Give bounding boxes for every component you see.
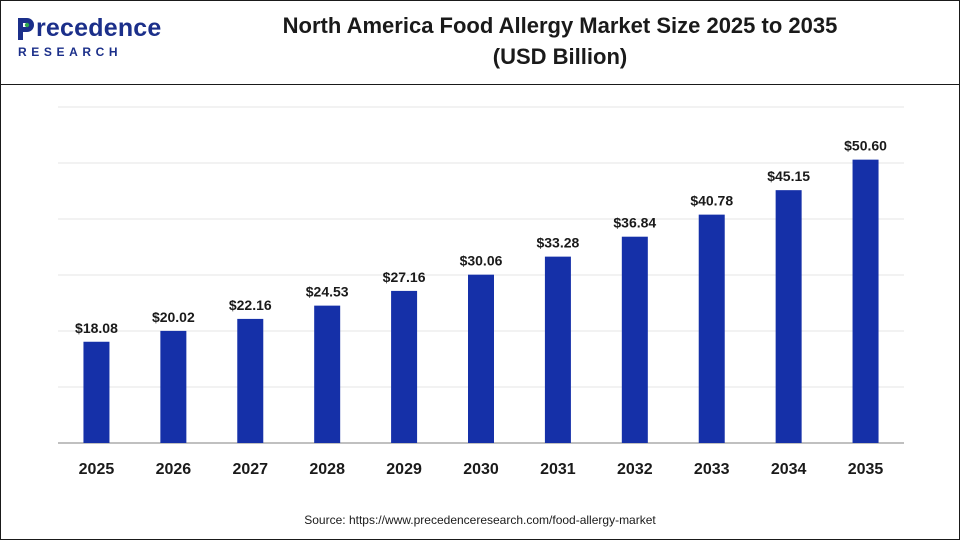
bar-2030 — [468, 274, 494, 443]
bar-2027 — [237, 318, 264, 443]
logo-wordmark: recedence — [36, 14, 162, 42]
data-label-2030: $30.06 — [460, 253, 503, 269]
brand-logo: recedence RESEARCH — [16, 14, 166, 64]
x-tick-label-2030: 2030 — [463, 461, 499, 478]
data-label-2028: $24.53 — [306, 284, 349, 300]
chart-title-line1: North America Food Allergy Market Size 2… — [282, 13, 838, 38]
bar-2025 — [83, 341, 110, 443]
x-tick-label-2026: 2026 — [156, 461, 192, 478]
bar-2035 — [852, 159, 879, 443]
data-label-2027: $22.16 — [229, 297, 272, 313]
data-label-2035: $50.60 — [844, 138, 887, 154]
x-tick-label-2029: 2029 — [386, 461, 422, 478]
source-note: Source: https://www.precedenceresearch.c… — [304, 513, 656, 527]
header: recedence RESEARCH North America Food Al… — [0, 0, 960, 85]
x-tick-label-2028: 2028 — [309, 461, 345, 478]
bar-2033 — [698, 214, 725, 443]
x-tick-label-2032: 2032 — [617, 461, 653, 478]
bar-2034 — [775, 190, 802, 443]
data-label-2025: $18.08 — [75, 320, 118, 336]
bar-2032 — [621, 236, 648, 443]
bar-2031 — [544, 256, 571, 443]
x-tick-label-2035: 2035 — [848, 461, 884, 478]
data-label-2032: $36.84 — [613, 215, 656, 231]
bar-2026 — [160, 330, 187, 443]
x-tick-label-2034: 2034 — [771, 461, 807, 478]
bar-chart: $18.08 2025 $20.02 2026 $22.16 2027 $24.53 2028… — [58, 106, 904, 478]
chart-title: North America Food Allergy Market Size 2… — [200, 10, 920, 72]
x-tick-label-2033: 2033 — [694, 461, 730, 478]
x-tick-label-2027: 2027 — [232, 461, 268, 478]
logo-p-icon — [16, 16, 36, 42]
chart-title-line2: (USD Billion) — [492, 44, 628, 69]
data-label-2034: $45.15 — [767, 168, 810, 184]
data-label-2029: $27.16 — [383, 269, 426, 285]
logo-subtitle: RESEARCH — [18, 45, 123, 59]
x-tick-label-2025: 2025 — [79, 461, 115, 478]
data-label-2026: $20.02 — [152, 309, 195, 325]
bar-2029 — [391, 290, 418, 443]
x-tick-label-2031: 2031 — [540, 461, 576, 478]
bar-2028 — [314, 305, 341, 443]
data-label-2033: $40.78 — [690, 193, 733, 209]
data-label-2031: $33.28 — [536, 235, 579, 251]
